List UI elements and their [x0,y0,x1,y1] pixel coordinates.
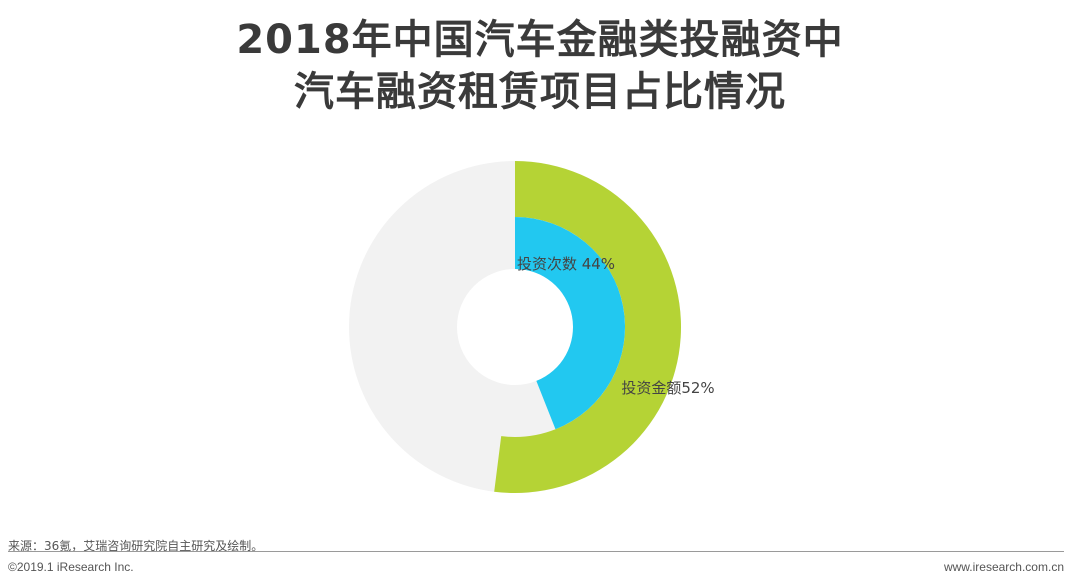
chart-title: 2018年中国汽车金融类投融资中 汽车融资租赁项目占比情况 [0,14,1080,118]
footer-divider [8,551,1064,552]
label-investment-amount: 投资金额52% [621,379,714,397]
slice-investment-amount [494,161,681,493]
copyright-text: ©2019.1 iResearch Inc. [8,560,134,574]
title-line-1: 2018年中国汽车金融类投融资中 [236,17,844,63]
website-link[interactable]: www.iresearch.com.cn [943,560,1064,574]
slice-investment-count [515,217,625,430]
title-line-2: 汽车融资租赁项目占比情况 [294,69,786,115]
label-investment-count: 投资次数 44% [517,255,615,273]
source-note: 来源：36氪，艾瑞咨询研究院自主研究及绘制。 [8,539,264,553]
